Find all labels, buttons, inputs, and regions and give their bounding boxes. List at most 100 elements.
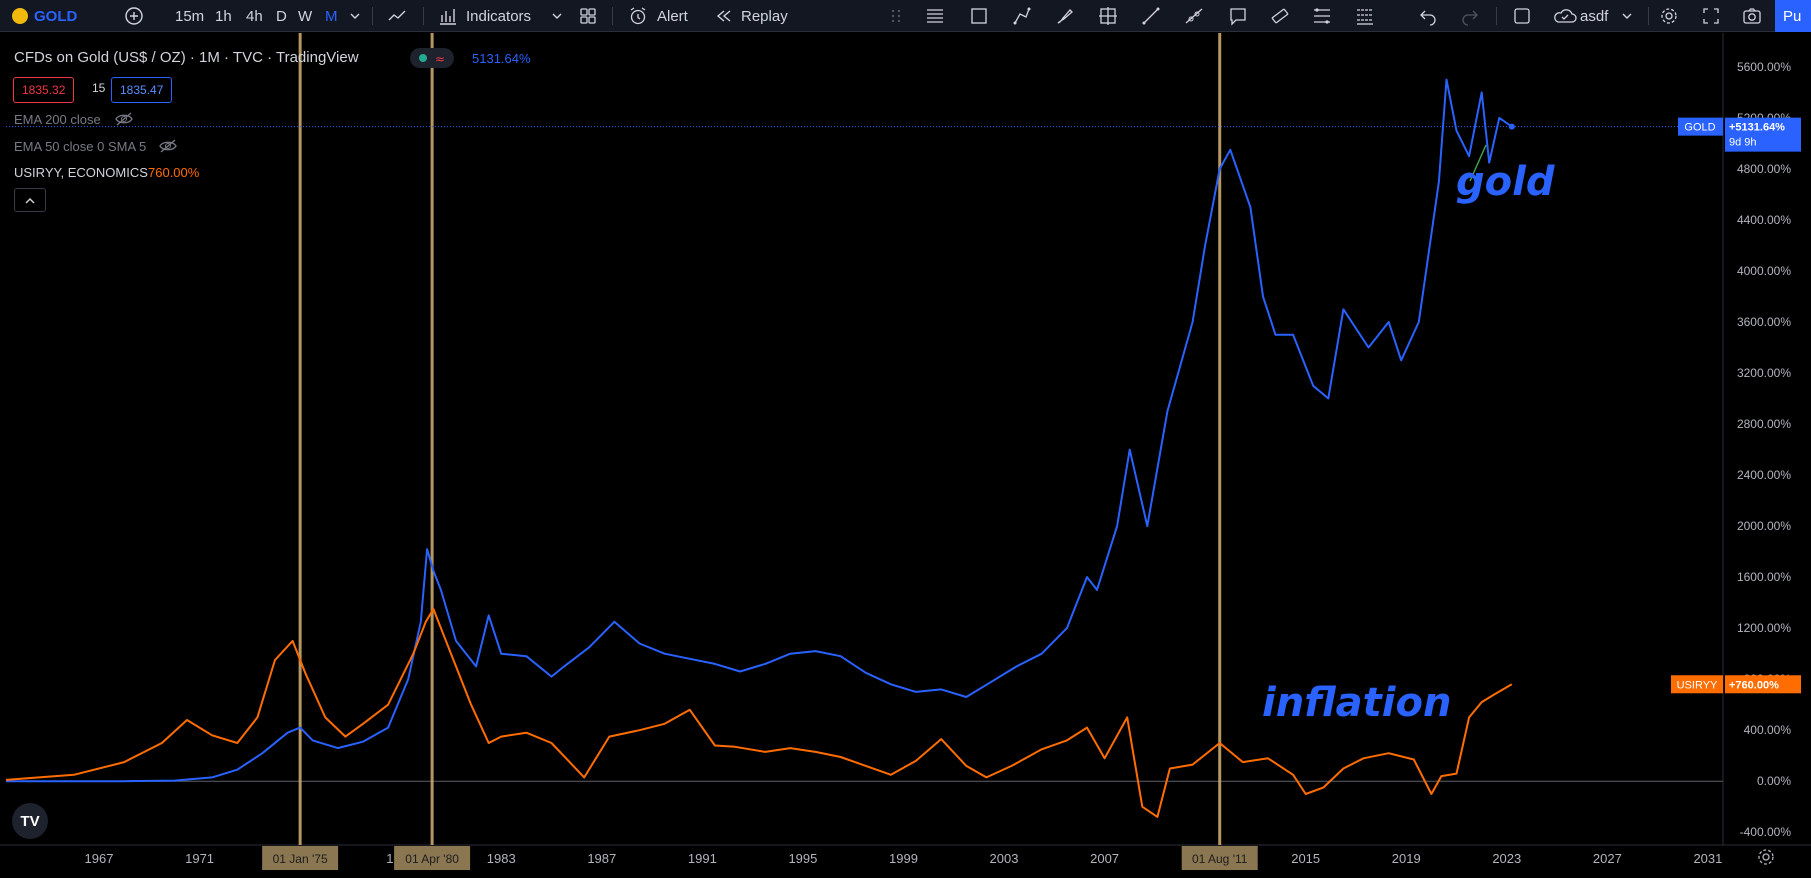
x-tick-label: 2007 [1090,851,1119,866]
undo-icon[interactable] [1418,6,1438,26]
path-tool-icon[interactable] [1012,6,1032,26]
gold-coin-icon [12,8,28,24]
marker-date-box [1181,846,1258,870]
indicators-button[interactable]: Indicators [466,7,532,25]
x-tick-label: 1991 [688,851,717,866]
market-status-icon: ≈ [410,48,454,68]
marker-date-box [394,846,471,870]
y-tick-label: 2400.00% [1737,468,1791,482]
price-chart[interactable]: -400.00%0.00%400.00%800.00%1200.00%1600.… [0,33,1811,878]
fib-retracement-icon[interactable] [1312,6,1332,26]
tradingview-logo[interactable]: TV [12,803,48,839]
inflation-annotation-text: inflation [1262,680,1451,726]
y-tick-label: 0.00% [1757,774,1791,788]
svg-text:≈: ≈ [435,52,445,66]
fullscreen-icon[interactable] [1701,6,1721,26]
y-tick-label: 4800.00% [1737,162,1791,176]
y-tick-label: 400.00% [1744,723,1792,737]
x-tick-label: 2023 [1492,851,1521,866]
inflation-series-line [5,608,1513,818]
trend-line-icon[interactable] [1141,6,1161,26]
indicators-icon[interactable] [438,6,458,26]
alert-button[interactable]: Alert [657,7,688,25]
bid-price-box[interactable]: 1835.32 [13,77,75,103]
ema50-indicator-label[interactable]: EMA 50 close 0 SMA 5 [14,139,147,154]
gold-price-tag-countdown: 9d 9h [1729,137,1757,149]
chevron-down-icon[interactable] [1617,6,1637,26]
symbol-search-button[interactable]: GOLD [12,0,77,32]
eye-hidden-icon[interactable] [114,111,134,127]
chart-type-line-icon[interactable] [387,6,407,26]
layout-name-button[interactable]: asdf [1580,7,1609,25]
separator [1496,7,1497,25]
replay-button[interactable]: Replay [741,7,788,25]
interval-w[interactable]: W [298,7,313,25]
inflation-price-tag [1725,675,1801,694]
interval-d[interactable]: D [276,7,287,25]
horizontal-lines-icon[interactable] [925,6,945,26]
y-tick-label: 2800.00% [1737,417,1791,431]
gold-price-tag-value: +5131.64% [1729,122,1785,134]
gold-last-point [1508,123,1515,130]
x-tick-label: 1967 [85,851,114,866]
chevron-up-icon [25,198,35,204]
ray-tool-icon[interactable] [1184,6,1204,26]
x-tick-label: 2031 [1693,851,1722,866]
marker-date-label: 01 Aug '11 [1192,852,1248,866]
x-tick-label: 1987 [587,851,616,866]
cloud-save-icon[interactable] [1552,6,1578,26]
parallel-channel-icon[interactable] [1270,6,1290,26]
y-tick-label: 3600.00% [1737,315,1791,329]
gear-hub [1762,853,1770,861]
gold-annotation-text: gold [1456,159,1555,205]
gold-price-tag [1725,117,1801,152]
inflation-price-tag-value: +760.00% [1729,679,1779,691]
ema200-indicator-label[interactable]: EMA 200 close [14,112,101,127]
publish-button[interactable]: Pu [1775,0,1811,32]
layouts-grid-icon[interactable] [578,6,598,26]
separator [372,7,373,25]
inflation-tag-name-box [1671,675,1723,694]
camera-icon[interactable] [1742,6,1762,26]
y-tick-label: 4400.00% [1737,213,1791,227]
gear-icon[interactable] [1659,6,1679,26]
price-scale [1723,33,1811,878]
ask-price-box[interactable]: 1835.47 [111,77,173,103]
crosshair-box-icon[interactable] [1098,6,1118,26]
chevron-down-icon[interactable] [547,6,567,26]
interval-15m[interactable]: 15m [175,7,205,25]
separator [423,7,424,25]
chevron-down-icon[interactable] [345,6,365,26]
inflation-series-name[interactable]: USIRYY, ECONOMICS [14,165,148,180]
interval-m[interactable]: M [325,7,338,25]
marker-date-box [262,846,339,870]
separator [1648,7,1649,25]
chart-title: CFDs on Gold (US$ / OZ) · 1M · TVC · Tra… [14,49,359,66]
x-tick-label: 1971 [185,851,214,866]
alarm-clock-icon[interactable] [628,6,648,26]
compare-add-icon[interactable] [124,6,144,26]
drag-handle-icon[interactable] [890,6,902,26]
fib-extension-icon[interactable] [1355,6,1375,26]
interval-1h[interactable]: 1h [215,7,232,25]
x-tick-label: 2015 [1291,851,1320,866]
collapse-legend-button[interactable] [14,188,46,212]
gold-tag-name-box [1678,117,1723,136]
eye-hidden-icon[interactable] [158,138,178,154]
comment-icon[interactable] [1228,6,1248,26]
top-toolbar: GOLD 15m 1h 4h D W M Indicators Alert Re… [0,0,1811,32]
interval-4h[interactable]: 4h [246,7,263,25]
inflation-series-value: 760.00% [148,165,200,180]
spread-value: 15 [92,81,106,95]
time-axis-gear-icon[interactable] [1758,849,1774,865]
x-tick-label: 2027 [1593,851,1622,866]
gold-change-value: 5131.64% [472,51,531,66]
rectangle-tool-icon[interactable] [969,6,989,26]
x-tick-label: 1983 [487,851,516,866]
redo-icon[interactable] [1460,6,1480,26]
gold-series-line [6,78,1513,783]
replay-rewind-icon[interactable] [714,6,734,26]
x-tick-label: 2019 [1392,851,1421,866]
brush-tool-icon[interactable] [1055,6,1075,26]
layout-single-icon[interactable] [1512,6,1532,26]
